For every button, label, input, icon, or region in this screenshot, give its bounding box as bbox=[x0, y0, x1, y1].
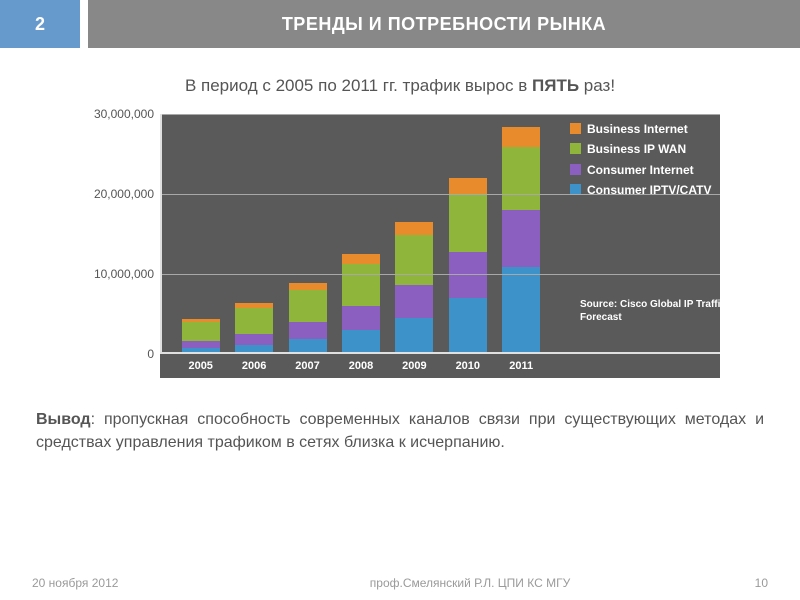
bar-segment bbox=[342, 306, 380, 331]
bar-segment bbox=[289, 339, 327, 352]
bar-segment bbox=[449, 194, 487, 252]
legend-item: Business IP WAN bbox=[570, 142, 740, 156]
legend-label: Consumer Internet bbox=[587, 163, 694, 177]
slide-title: ТРЕНДЫ И ПОТРЕБНОСТИ РЫНКА bbox=[282, 14, 606, 35]
footer-date: 20 ноября 2012 bbox=[32, 576, 232, 590]
bar-segment bbox=[395, 285, 433, 319]
bar-segment bbox=[342, 330, 380, 352]
slide-number: 2 bbox=[35, 14, 45, 35]
bar-segment bbox=[289, 290, 327, 323]
x-tick-label: 2005 bbox=[182, 360, 220, 372]
y-tick-label: 30,000,000 bbox=[94, 107, 154, 121]
bar-segment bbox=[395, 318, 433, 352]
bars-container bbox=[162, 114, 560, 352]
y-axis-labels: 010,000,00020,000,00030,000,000 bbox=[80, 114, 160, 354]
bar-segment bbox=[342, 254, 380, 264]
footer-author: проф.Смелянский Р.Л. ЦПИ КС МГУ bbox=[232, 576, 708, 590]
bar-2008 bbox=[342, 254, 380, 352]
bar-segment bbox=[235, 334, 273, 344]
x-tick-label: 2011 bbox=[502, 360, 540, 372]
y-tick-label: 10,000,000 bbox=[94, 267, 154, 281]
bar-2010 bbox=[449, 178, 487, 352]
bar-segment bbox=[502, 147, 540, 210]
slide-footer: 20 ноября 2012 проф.Смелянский Р.Л. ЦПИ … bbox=[0, 576, 800, 590]
bar-segment bbox=[395, 235, 433, 285]
legend-swatch bbox=[570, 164, 581, 175]
legend-item: Consumer Internet bbox=[570, 163, 740, 177]
legend-swatch bbox=[570, 123, 581, 134]
bar-segment bbox=[182, 341, 220, 348]
conclusion: Вывод: пропускная способность современны… bbox=[36, 408, 764, 454]
bar-segment bbox=[182, 348, 220, 352]
bar-segment bbox=[235, 345, 273, 352]
x-tick-label: 2010 bbox=[449, 360, 487, 372]
chart-plot-area: Business Internet Business IP WAN Consumer… bbox=[160, 114, 720, 354]
legend-label: Business IP WAN bbox=[587, 142, 686, 156]
chart-legend: Business Internet Business IP WAN Consumer… bbox=[570, 122, 740, 204]
y-tick-label: 0 bbox=[147, 347, 154, 361]
legend-label: Consumer IPTV/CATV bbox=[587, 183, 711, 197]
legend-item: Consumer IPTV/CATV bbox=[570, 183, 740, 197]
bar-2005 bbox=[182, 319, 220, 352]
chart-source: Source: Cisco Global IP Traffic Forecast bbox=[580, 298, 730, 324]
conclusion-label: Вывод bbox=[36, 411, 91, 428]
bar-segment bbox=[449, 178, 487, 194]
x-tick-label: 2009 bbox=[395, 360, 433, 372]
bar-segment bbox=[502, 127, 540, 147]
bar-2006 bbox=[235, 303, 273, 352]
legend-label: Business Internet bbox=[587, 122, 688, 136]
x-axis-labels: 2005 2006 2007 2008 2009 2010 2011 bbox=[160, 354, 720, 378]
gridline bbox=[162, 114, 720, 115]
subtitle-suffix: раз! bbox=[579, 76, 615, 95]
gridline bbox=[162, 194, 720, 195]
subtitle-emph: ПЯТЬ bbox=[532, 76, 579, 95]
bar-segment bbox=[235, 308, 273, 334]
bar-segment bbox=[502, 267, 540, 352]
bar-2007 bbox=[289, 283, 327, 352]
footer-page: 10 bbox=[708, 576, 768, 590]
x-tick-label: 2007 bbox=[289, 360, 327, 372]
y-tick-label: 20,000,000 bbox=[94, 187, 154, 201]
slide-number-box: 2 bbox=[0, 0, 80, 48]
subtitle-prefix: В период с 2005 по 2011 гг. трафик вырос… bbox=[185, 76, 532, 95]
bar-segment bbox=[342, 264, 380, 306]
bar-segment bbox=[449, 298, 487, 352]
gridline bbox=[162, 274, 720, 275]
legend-item: Business Internet bbox=[570, 122, 740, 136]
bar-2009 bbox=[395, 222, 433, 352]
bar-segment bbox=[289, 322, 327, 339]
bar-segment bbox=[502, 210, 540, 267]
slide-header: 2 ТРЕНДЫ И ПОТРЕБНОСТИ РЫНКА bbox=[0, 0, 800, 48]
bar-segment bbox=[395, 222, 433, 235]
slide-title-bar: ТРЕНДЫ И ПОТРЕБНОСТИ РЫНКА bbox=[88, 0, 800, 48]
bar-2011 bbox=[502, 127, 540, 352]
x-tick-label: 2008 bbox=[342, 360, 380, 372]
subtitle: В период с 2005 по 2011 гг. трафик вырос… bbox=[0, 76, 800, 96]
x-tick-label: 2006 bbox=[235, 360, 273, 372]
conclusion-text: : пропускная способность современных кан… bbox=[36, 411, 764, 451]
legend-swatch bbox=[570, 143, 581, 154]
traffic-chart: 010,000,00020,000,00030,000,000 Business… bbox=[80, 114, 720, 378]
bar-segment bbox=[182, 322, 220, 340]
